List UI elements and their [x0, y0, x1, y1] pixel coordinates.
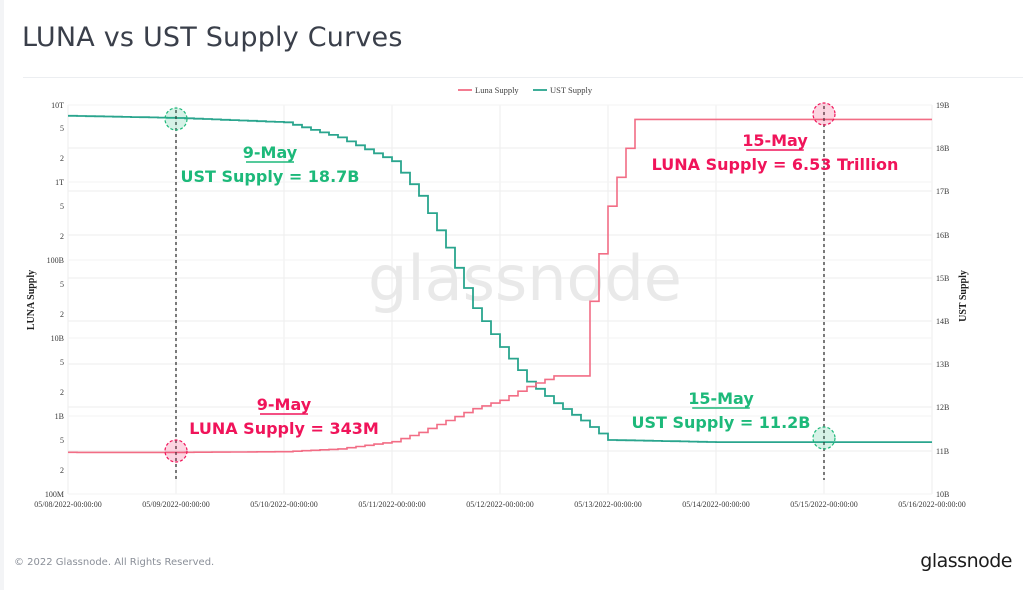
luna-marker-circle	[164, 439, 188, 463]
watermark-text: glassnode	[368, 242, 682, 315]
luna-annotation-text: LUNA Supply = 6.53 Trillion	[652, 155, 899, 174]
ust-supply-line	[68, 114, 932, 443]
page-left-edge	[0, 0, 4, 590]
left-axis-tick: 2	[60, 466, 64, 475]
right-axis-tick: 11B	[936, 447, 949, 456]
legend-luna-label: Luna Supply	[475, 85, 519, 95]
left-axis-tick: 2	[60, 310, 64, 319]
footer-brand-logo: glassnode	[920, 550, 1012, 572]
footer-copyright: © 2022 Glassnode. All Rights Reserved.	[14, 557, 215, 568]
x-axis-tick: 05/12/2022-00:00:00	[466, 500, 534, 509]
x-axis-tick: 05/15/2022-00:00:00	[790, 500, 858, 509]
left-axis-tick: 100M	[45, 490, 64, 499]
right-axis-title: UST Supply	[958, 270, 969, 322]
x-axis-tick: 05/08/2022-00:00:00	[34, 500, 102, 509]
left-axis-tick: 2	[60, 154, 64, 163]
left-axis-tick: 5	[60, 202, 64, 211]
left-axis-tick: 2	[60, 388, 64, 397]
page-title: LUNA vs UST Supply Curves	[22, 22, 403, 53]
right-axis-tick: 18B	[936, 144, 949, 153]
luna-annotation-date: 9-May	[257, 395, 312, 414]
right-axis-tick: 12B	[936, 403, 949, 412]
luna-marker-circle	[812, 102, 836, 126]
x-axis-tick: 05/14/2022-00:00:00	[682, 500, 750, 509]
x-axis-tick: 05/13/2022-00:00:00	[574, 500, 642, 509]
left-axis-title: LUNA Supply	[26, 270, 37, 330]
x-axis-tick: 05/16/2022-00:00:00	[898, 500, 966, 509]
legend-ust-label: UST Supply	[550, 85, 593, 95]
left-axis-tick: 1B	[55, 412, 64, 421]
x-axis-tick: 05/09/2022-00:00:00	[142, 500, 210, 509]
right-axis-tick: 10B	[936, 490, 949, 499]
luna-supply-line	[68, 118, 932, 454]
luna-annotation-date: 15-May	[742, 131, 808, 150]
right-axis-tick: 15B	[936, 274, 949, 283]
right-axis-tick: 13B	[936, 360, 949, 369]
ust-annotation-text: UST Supply = 18.7B	[181, 167, 360, 186]
left-axis-tick: 2	[60, 232, 64, 241]
right-axis-tick: 16B	[936, 231, 949, 240]
left-axis-tick: 10B	[51, 334, 64, 343]
x-axis-tick: 05/10/2022-00:00:00	[250, 500, 318, 509]
ust-marker-circle	[812, 426, 836, 450]
right-axis-tick: 19B	[936, 101, 949, 110]
chart-frame-top	[23, 77, 1023, 78]
luna-annotation-text: LUNA Supply = 343M	[189, 419, 379, 438]
ust-annotation-text: UST Supply = 11.2B	[632, 413, 811, 432]
left-axis-tick: 100B	[47, 256, 64, 265]
chart: glassnode 10T 5 2 1T 5 2 100B 5 2 10B 5 2 1B 5 2 100M 19B…	[26, 85, 969, 509]
left-axis-tick: 5	[60, 124, 64, 133]
left-axis-tick: 5	[60, 358, 64, 367]
left-axis-tick: 5	[60, 280, 64, 289]
ust-annotation-date: 15-May	[688, 389, 754, 408]
right-axis-tick: 17B	[936, 187, 949, 196]
left-axis-tick: 1T	[55, 178, 64, 187]
left-axis-tick: 5	[60, 436, 64, 445]
ust-marker-circle	[164, 107, 188, 131]
x-axis-tick: 05/11/2022-00:00:00	[358, 500, 425, 509]
left-axis-tick: 10T	[51, 101, 64, 110]
right-axis-tick: 14B	[936, 317, 949, 326]
ust-annotation-date: 9-May	[243, 143, 298, 162]
